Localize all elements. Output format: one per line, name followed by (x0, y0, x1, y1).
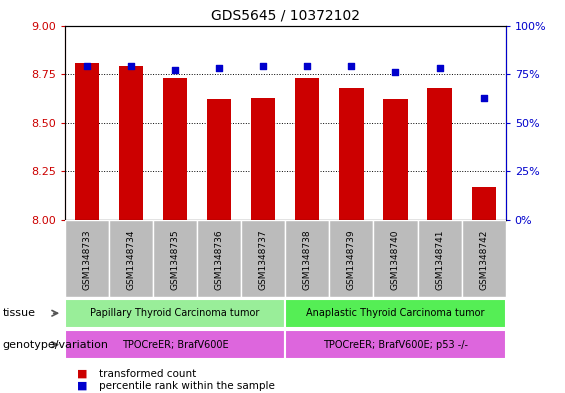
Bar (462, 220, 506, 297)
Bar (109, 220, 153, 297)
Point (171, 67, 180, 73)
Bar (65, 220, 109, 297)
Point (391, 69, 400, 75)
Text: ■: ■ (77, 369, 87, 379)
Text: genotype/variation: genotype/variation (3, 340, 109, 350)
Point (347, 63, 356, 70)
Text: GSM1348740: GSM1348740 (391, 229, 400, 290)
Bar (428, 88, 451, 220)
Point (82, 63, 92, 70)
Bar (373, 220, 418, 297)
Bar (329, 220, 373, 297)
Text: GSM1348735: GSM1348735 (171, 229, 180, 290)
Bar (65, 331, 285, 359)
Bar (285, 331, 506, 359)
Text: TPOCreER; BrafV600E: TPOCreER; BrafV600E (122, 340, 228, 350)
Bar (340, 88, 363, 220)
Title: GDS5645 / 10372102: GDS5645 / 10372102 (211, 9, 360, 23)
Text: GSM1348737: GSM1348737 (259, 229, 268, 290)
Text: GSM1348736: GSM1348736 (215, 229, 224, 290)
Text: GSM1348738: GSM1348738 (303, 229, 312, 290)
Bar (197, 220, 241, 297)
Bar (295, 78, 319, 220)
Text: GSM1348734: GSM1348734 (127, 229, 136, 290)
Text: transformed count: transformed count (99, 369, 196, 379)
Text: percentile rank within the sample: percentile rank within the sample (99, 381, 275, 391)
Point (435, 65, 444, 72)
Bar (65, 299, 285, 327)
Text: TPOCreER; BrafV600E; p53 -/-: TPOCreER; BrafV600E; p53 -/- (323, 340, 468, 350)
Bar (285, 220, 329, 297)
Bar (163, 78, 187, 220)
Text: tissue: tissue (3, 308, 36, 318)
Text: GSM1348742: GSM1348742 (479, 229, 488, 290)
Text: Anaplastic Thyroid Carcinoma tumor: Anaplastic Thyroid Carcinoma tumor (306, 308, 485, 318)
Text: GSM1348741: GSM1348741 (435, 229, 444, 290)
Bar (285, 299, 506, 327)
Bar (75, 62, 99, 220)
Point (127, 63, 136, 70)
Bar (241, 220, 285, 297)
Bar (418, 220, 462, 297)
Text: ■: ■ (77, 381, 87, 391)
Text: GSM1348733: GSM1348733 (82, 229, 92, 290)
Point (303, 63, 312, 70)
Point (479, 94, 488, 101)
Bar (251, 97, 275, 220)
Bar (384, 99, 407, 220)
Text: Papillary Thyroid Carcinoma tumor: Papillary Thyroid Carcinoma tumor (90, 308, 260, 318)
Bar (153, 220, 197, 297)
Bar (207, 99, 231, 220)
Point (259, 63, 268, 70)
Bar (472, 187, 496, 220)
Bar (119, 66, 143, 220)
Point (215, 65, 224, 72)
Text: GSM1348739: GSM1348739 (347, 229, 356, 290)
